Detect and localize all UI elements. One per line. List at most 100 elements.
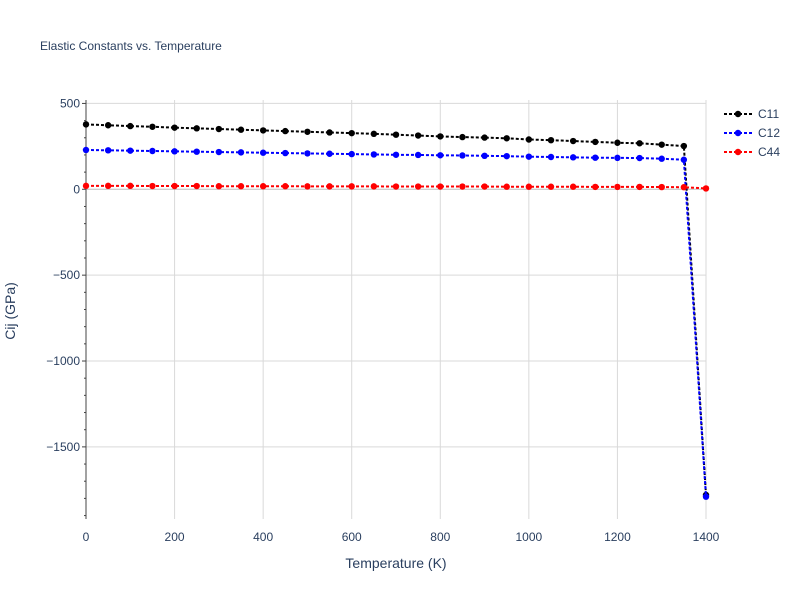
data-point xyxy=(481,152,488,160)
data-point xyxy=(282,127,289,135)
data-point xyxy=(614,183,621,191)
data-point xyxy=(127,182,134,190)
data-point xyxy=(237,126,245,133)
data-point xyxy=(304,150,311,157)
data-point xyxy=(481,183,488,190)
y-tick-label: 500 xyxy=(60,96,80,110)
y-tick-label: 0 xyxy=(73,182,80,196)
data-point xyxy=(171,182,178,190)
y-axis-title: Cij (GPa) xyxy=(2,282,18,340)
data-point xyxy=(459,133,466,141)
data-point xyxy=(414,151,422,159)
data-point xyxy=(82,182,90,190)
data-point xyxy=(282,183,289,190)
data-point xyxy=(104,122,112,129)
legend-item-c12[interactable]: C12 xyxy=(724,126,780,140)
data-point xyxy=(525,153,533,160)
data-point xyxy=(636,140,643,147)
data-point xyxy=(149,182,156,190)
x-tick-label: 1400 xyxy=(693,530,720,544)
legend: C11 C12 C44 xyxy=(724,107,780,159)
data-point xyxy=(702,185,710,192)
data-point xyxy=(547,136,555,144)
data-point xyxy=(614,154,621,162)
data-point xyxy=(636,183,643,191)
data-point xyxy=(304,128,311,135)
data-point xyxy=(149,147,156,155)
data-point xyxy=(414,183,422,190)
data-point xyxy=(658,183,665,191)
data-point xyxy=(82,121,90,128)
legend-swatch-marker xyxy=(734,129,742,137)
x-tick-label: 1200 xyxy=(604,530,631,544)
data-point xyxy=(614,139,621,146)
data-point xyxy=(127,122,134,130)
x-tick-label: 800 xyxy=(430,530,450,544)
data-point xyxy=(193,148,200,155)
x-tick-label: 200 xyxy=(165,530,185,544)
data-point xyxy=(370,130,378,138)
legend-item-c11[interactable]: C11 xyxy=(724,107,779,121)
data-point xyxy=(680,142,688,150)
data-point xyxy=(171,148,178,155)
chart-title: Elastic Constants vs. Temperature xyxy=(40,39,222,53)
data-point xyxy=(437,183,444,190)
data-point xyxy=(481,134,488,141)
data-point xyxy=(680,156,688,163)
data-point xyxy=(503,152,510,160)
data-point xyxy=(326,129,333,136)
data-point xyxy=(259,127,267,134)
legend-label: C12 xyxy=(758,126,780,140)
data-point xyxy=(392,151,400,158)
legend-label: C44 xyxy=(758,145,780,159)
data-point xyxy=(193,182,200,190)
data-point xyxy=(326,150,333,157)
data-point xyxy=(658,141,665,148)
data-point xyxy=(171,124,178,131)
data-point xyxy=(392,183,400,190)
y-tick-label: −500 xyxy=(53,268,80,282)
data-point xyxy=(237,149,245,156)
data-point xyxy=(193,125,200,132)
data-point xyxy=(503,183,510,190)
data-point xyxy=(459,183,466,190)
data-point xyxy=(702,493,710,500)
data-point xyxy=(104,147,112,154)
data-point xyxy=(392,131,400,138)
data-point xyxy=(636,154,643,162)
data-point xyxy=(282,149,289,157)
data-point xyxy=(348,129,355,137)
data-point xyxy=(437,152,444,159)
series-c12 xyxy=(82,146,710,500)
legend-swatch-marker xyxy=(734,148,742,156)
data-point xyxy=(215,125,223,133)
data-point xyxy=(525,183,533,190)
data-point xyxy=(215,183,223,190)
data-point xyxy=(459,152,466,159)
data-point xyxy=(547,153,555,161)
data-point xyxy=(304,183,311,190)
x-tick-label: 1000 xyxy=(516,530,543,544)
data-point xyxy=(215,148,223,156)
data-point xyxy=(348,150,355,158)
legend-item-c44[interactable]: C44 xyxy=(724,145,780,159)
data-point xyxy=(592,138,599,146)
y-tick-label: −1000 xyxy=(46,354,80,368)
series-c44 xyxy=(82,182,710,192)
data-point xyxy=(370,151,378,158)
data-point xyxy=(680,184,688,191)
data-point xyxy=(569,137,577,145)
data-point xyxy=(348,183,355,190)
data-point xyxy=(592,154,599,161)
data-point xyxy=(104,182,112,190)
x-tick-label: 0 xyxy=(83,530,90,544)
x-axis-title: Temperature (K) xyxy=(345,555,446,571)
plot-area xyxy=(82,121,710,500)
data-point xyxy=(658,155,665,162)
data-point xyxy=(525,136,533,143)
data-point xyxy=(149,123,156,130)
data-point xyxy=(259,183,267,190)
data-point xyxy=(503,135,510,142)
data-point xyxy=(547,183,555,190)
